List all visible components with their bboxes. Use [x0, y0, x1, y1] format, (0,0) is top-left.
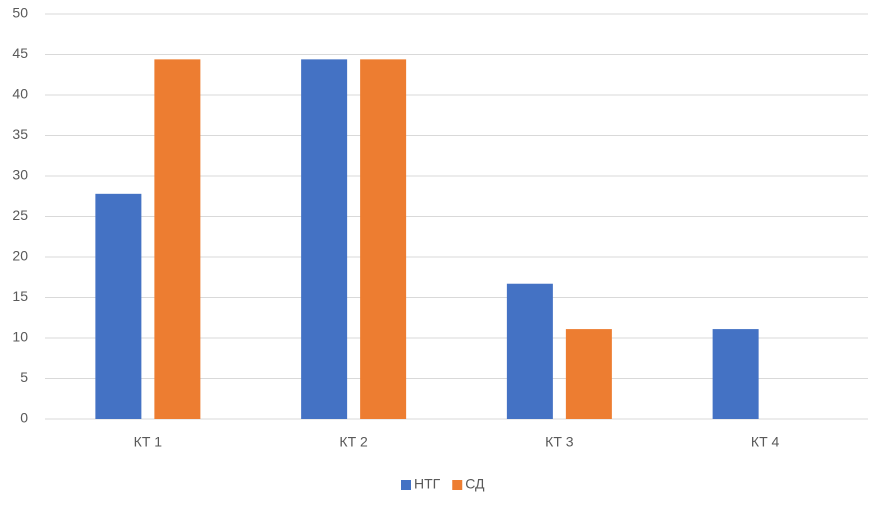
y-tick-label: 5	[20, 369, 28, 385]
x-tick-label: КТ 1	[134, 434, 163, 450]
y-tick-label: 35	[12, 126, 28, 142]
bar	[360, 59, 407, 420]
y-tick-label: 0	[20, 410, 28, 426]
bar	[95, 193, 142, 419]
y-tick-label: 50	[12, 5, 28, 21]
legend-swatch	[401, 480, 411, 490]
legend-label: НТГ	[414, 476, 441, 492]
bar	[565, 329, 612, 419]
y-tick-label: 10	[12, 329, 28, 345]
bar	[712, 329, 759, 419]
y-tick-label: 45	[12, 45, 28, 61]
legend-swatch	[452, 480, 463, 490]
y-tick-label: 40	[12, 86, 28, 102]
y-tick-label: 15	[12, 288, 28, 304]
bar	[154, 59, 201, 420]
y-tick-label: 25	[12, 207, 28, 223]
bar	[506, 283, 553, 419]
x-tick-label: КТ 2	[339, 434, 368, 450]
bar	[301, 59, 348, 420]
x-tick-label: КТ 3	[545, 434, 574, 450]
y-tick-label: 30	[12, 167, 28, 183]
y-tick-label: 20	[12, 248, 28, 264]
x-tick-label: КТ 4	[751, 434, 780, 450]
legend-label: СД	[465, 476, 485, 492]
